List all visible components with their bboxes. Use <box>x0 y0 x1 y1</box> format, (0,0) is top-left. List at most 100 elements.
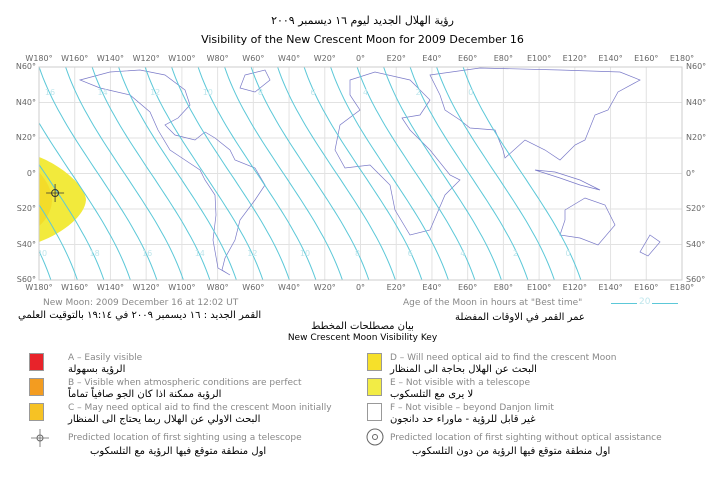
swatch-b <box>29 378 44 396</box>
lat-label-right: S40° <box>686 239 706 249</box>
dot-circle-icon <box>366 428 384 446</box>
coastline <box>239 69 271 93</box>
lon-label-bottom: W60° <box>242 283 265 292</box>
lat-label-left: N60° <box>15 62 36 71</box>
lon-label-top: W180° <box>25 54 53 63</box>
contour-label: 14 <box>195 249 205 258</box>
age-line-left <box>611 303 637 304</box>
key-label-b: B – Visible when atmospheric conditions … <box>68 378 302 388</box>
key-label-arabic-d: البحث عن الهلال بحاجة الى المنظار <box>390 364 537 375</box>
contour-label: 12 <box>150 88 160 97</box>
age-text-arabic: عمر القمر في الاوقات المفضلة <box>455 312 585 323</box>
lat-label-left: S40° <box>16 239 36 249</box>
lat-label-left: N20° <box>15 133 36 142</box>
swatch-d <box>367 353 382 371</box>
age-contour-11 <box>171 67 290 280</box>
visibility-map: 16 14 12 10 8 6 4 2 020 18 16 14 12 10 8 6 4 2 0 <box>37 66 683 281</box>
contour-label: 0 <box>565 249 570 258</box>
marker-label-telescope: Predicted location of first sighting usi… <box>68 433 302 443</box>
contour-label: 2 <box>416 88 421 97</box>
lon-label-top: W100° <box>168 54 196 63</box>
age-contour-5 <box>330 67 449 280</box>
lon-label-top: E140° <box>598 54 623 63</box>
contour-label: 16 <box>45 88 55 97</box>
contour-label: 20 <box>37 249 47 258</box>
contour-label: 8 <box>258 88 263 97</box>
lon-label-top: E80° <box>493 54 513 63</box>
age-contour-14 <box>91 67 211 280</box>
swatch-a <box>29 353 44 371</box>
key-label-e: E – Not visible with a telescope <box>390 378 530 388</box>
age-contour-9 <box>224 67 343 280</box>
lon-label-top: E160° <box>634 54 659 63</box>
lon-label-bottom: E60° <box>458 283 478 292</box>
contour-label: 14 <box>98 88 108 97</box>
crosshair-circle-icon <box>31 429 49 447</box>
contour-label: 4 <box>460 249 465 258</box>
lon-label-bottom: W160° <box>61 283 89 292</box>
contour-label: 16 <box>142 249 152 258</box>
age-contour-1 <box>436 67 555 280</box>
lon-label-bottom: W20° <box>313 283 336 292</box>
page-title: Visibility of the New Crescent Moon for … <box>201 33 524 46</box>
age-contour-10 <box>197 67 317 280</box>
lon-label-bottom: W140° <box>96 283 125 292</box>
coastline <box>639 234 661 257</box>
key-label-a: A – Easily visible <box>68 353 143 363</box>
swatch-e <box>367 378 382 396</box>
lon-label-top: W40° <box>278 54 301 63</box>
lon-label-top: W20° <box>313 54 336 63</box>
age-contour-8 <box>250 67 370 280</box>
age-contour-18 <box>39 163 105 280</box>
age-contour-7 <box>277 67 396 280</box>
lat-label-right: 0° <box>686 168 696 178</box>
contour-label: 6 <box>310 88 315 97</box>
lon-label-bottom: E160° <box>634 283 659 292</box>
key-label-arabic-a: الرؤية بسهولة <box>68 364 126 375</box>
age-contour-15 <box>65 67 184 280</box>
lat-label-left: S60° <box>16 275 36 284</box>
lon-label-top: E100° <box>526 54 552 63</box>
lon-label-bottom: E180° <box>669 283 695 292</box>
lon-label-top: W120° <box>132 54 160 63</box>
age-contour-4 <box>356 67 476 280</box>
key-label-arabic-b: الرؤية ممكنة اذا كان الجو صافياً تماماً <box>68 389 222 400</box>
lon-label-bottom: E100° <box>526 283 552 292</box>
lon-label-top: E120° <box>562 54 587 63</box>
title-arabic: رؤية الهلال الجديد ليوم ١٦ ديسمبر ٢٠٠٩ <box>271 14 454 27</box>
lon-label-top: W160° <box>61 54 89 63</box>
lon-label-bottom: E140° <box>598 283 623 292</box>
crosshair-icon <box>46 184 65 203</box>
marker-label-telescope-arabic: اول منطقة متوقع فيها الرؤية مع التلسكوب <box>90 446 267 457</box>
lat-label-right: N60° <box>686 62 707 71</box>
key-label-c: C – May need optical aid to find the cre… <box>68 403 332 413</box>
age-contour-6 <box>303 67 423 280</box>
age-legend-text: Age of the Moon in hours at "Best time" <box>403 298 583 308</box>
swatch-f <box>367 403 382 421</box>
lat-label-right: S60° <box>686 275 706 284</box>
lon-label-top: W60° <box>242 54 265 63</box>
contour-label: 18 <box>90 249 100 258</box>
lat-label-left: N40° <box>15 97 36 107</box>
key-label-d: D – Will need optical aid to find the cr… <box>390 353 617 363</box>
age-line-right <box>652 303 678 304</box>
lat-label-left: 0° <box>26 168 36 178</box>
marker-label-naked-eye: Predicted location of first sighting wit… <box>390 433 662 443</box>
coastline <box>559 197 616 246</box>
age-contour-13 <box>118 67 237 280</box>
lon-label-top: E180° <box>669 54 695 63</box>
lon-label-bottom: E80° <box>493 283 513 292</box>
lon-label-top: E60° <box>458 54 478 63</box>
age-contour-17 <box>39 121 131 280</box>
map-frame <box>38 66 683 281</box>
age-sample: 20 <box>639 297 651 307</box>
lon-label-top: 0° <box>355 54 366 63</box>
contour-label: 10 <box>203 88 213 97</box>
age-contour-12 <box>144 67 264 280</box>
contour-label: 6 <box>408 249 413 258</box>
lat-label-right: N20° <box>686 133 707 142</box>
lon-label-bottom: 0° <box>355 283 366 292</box>
lon-label-bottom: W120° <box>132 283 160 292</box>
age-contour-19 <box>39 203 78 280</box>
key-title-arabic: بيان مصطلحات المخطط <box>311 321 414 332</box>
